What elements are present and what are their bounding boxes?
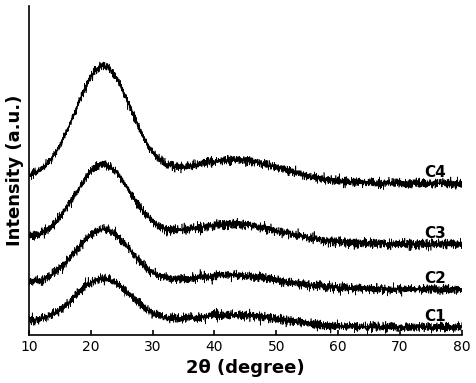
Y-axis label: Intensity (a.u.): Intensity (a.u.)	[6, 95, 23, 246]
Text: C2: C2	[425, 271, 446, 286]
Text: C1: C1	[425, 309, 446, 324]
X-axis label: 2θ (degree): 2θ (degree)	[186, 359, 305, 377]
Text: C4: C4	[425, 165, 446, 180]
Text: C3: C3	[425, 226, 446, 241]
